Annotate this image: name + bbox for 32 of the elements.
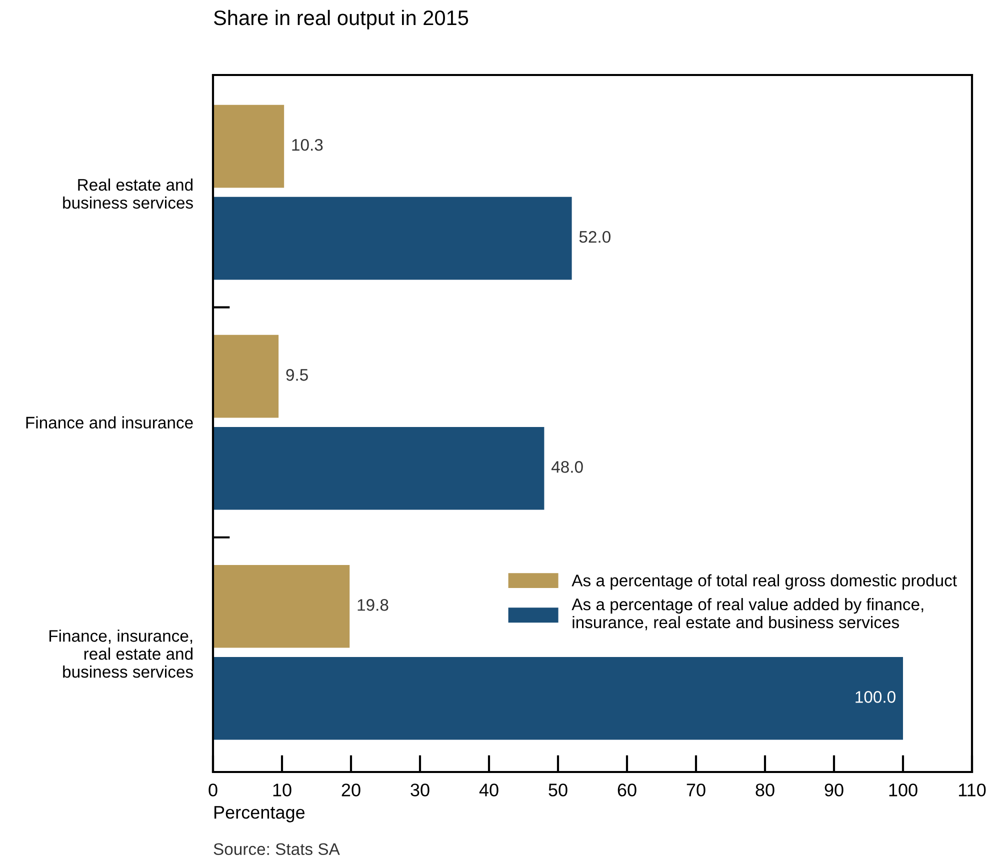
x-tick-label: 50 (548, 784, 568, 796)
legend-label: As a percentage of total real gross domestic product (572, 574, 957, 590)
data-label: 100.0 (856, 691, 896, 703)
bar (213, 334, 279, 418)
source-note: Source: Stats SA (214, 843, 340, 856)
data-label: 9.5 (286, 369, 308, 381)
x-tick-label: 100 (889, 784, 918, 796)
x-tick-label: 90 (824, 784, 844, 796)
x-tick-label: 60 (618, 784, 636, 796)
bar (213, 564, 350, 648)
y-tick-label: Finance and insurance (26, 416, 193, 429)
bar (213, 196, 572, 280)
data-label: 48.0 (551, 461, 583, 473)
data-label: 10.3 (292, 138, 323, 151)
x-tick-label: 30 (410, 784, 430, 796)
x-axis-title: Percentage (214, 806, 305, 822)
chart-title: Share in real output in 2015 (214, 10, 468, 30)
bar (213, 426, 544, 510)
x-tick-label: 110 (958, 784, 986, 796)
x-tick-label: 0 (208, 784, 218, 796)
x-tick-label: 70 (686, 784, 706, 796)
x-tick-label: 40 (479, 784, 498, 796)
x-tick-label: 20 (342, 784, 360, 796)
data-label: 19.8 (358, 599, 388, 611)
x-tick-label: 10 (273, 784, 292, 796)
bar (213, 104, 284, 188)
y-tick-label: Real estate and business services (63, 178, 193, 209)
x-tick-label: 80 (756, 784, 774, 796)
bar (213, 656, 903, 740)
y-tick-label: Finance, insurance, real estate and business services (49, 630, 193, 678)
legend-label: As a percentage of real value added by finance, insurance, real estate and business services (572, 598, 924, 630)
data-label: 52.0 (579, 230, 610, 243)
